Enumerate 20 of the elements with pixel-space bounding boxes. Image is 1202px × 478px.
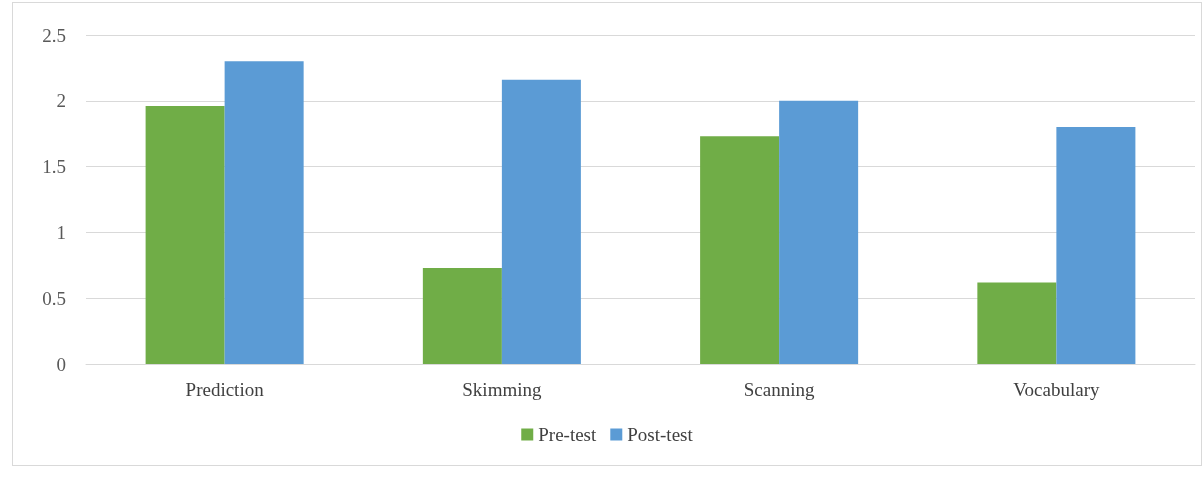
x-tick-label: Skimming <box>462 379 542 400</box>
y-tick-label: 2.5 <box>42 24 66 46</box>
legend-label: Pre-test <box>538 424 598 445</box>
y-tick-label: 0 <box>56 353 66 375</box>
x-tick-label: Scanning <box>743 379 815 400</box>
bar <box>779 100 859 364</box>
y-tick-label: 2 <box>56 90 66 112</box>
bar <box>977 282 1057 364</box>
y-tick-label: 1.5 <box>42 156 66 178</box>
bar <box>700 136 780 364</box>
legend-label: Post-test <box>627 424 694 445</box>
bar <box>422 267 502 364</box>
bar <box>224 61 304 364</box>
bar <box>1056 127 1136 364</box>
y-tick-label: 0.5 <box>42 287 66 309</box>
bar <box>501 79 581 364</box>
bar <box>145 106 225 364</box>
x-tick-label: Vocabulary <box>1013 379 1100 400</box>
x-tick-label: Prediction <box>185 379 265 400</box>
y-tick-label: 1 <box>56 221 66 243</box>
